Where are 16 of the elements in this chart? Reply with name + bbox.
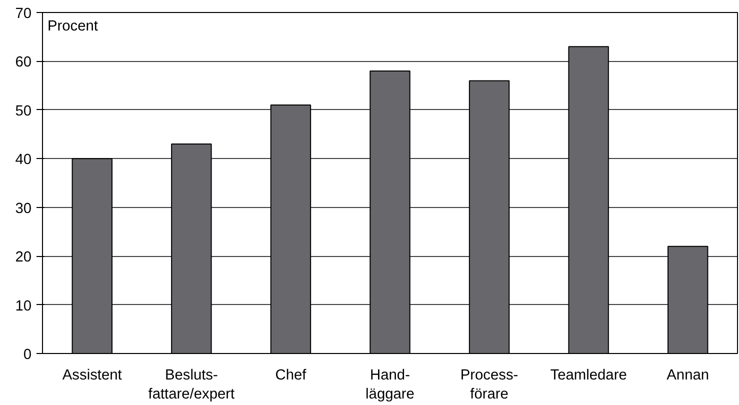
x-tick-label: Chef xyxy=(275,368,308,384)
y-tick-label: 50 xyxy=(15,103,32,120)
x-tick-label: Teamledare xyxy=(550,368,627,384)
y-tick-label: 20 xyxy=(15,250,32,266)
x-tick-label: Annan xyxy=(666,368,710,384)
y-axis-title: Procent xyxy=(47,18,98,34)
y-tick-label: 10 xyxy=(15,298,32,314)
x-tick-label: Process- förare xyxy=(460,368,518,403)
y-tick-label: 40 xyxy=(15,152,32,168)
y-tick-label: 70 xyxy=(15,6,32,22)
y-tick-label: 0 xyxy=(23,347,32,363)
x-tick-label: Hand- läggare xyxy=(366,368,414,403)
y-tick-label: 60 xyxy=(15,54,32,71)
x-tick-label: Assistent xyxy=(62,368,122,384)
x-tick-label: Besluts- fattare/expert xyxy=(148,368,235,403)
y-tick-label: 30 xyxy=(15,200,32,217)
